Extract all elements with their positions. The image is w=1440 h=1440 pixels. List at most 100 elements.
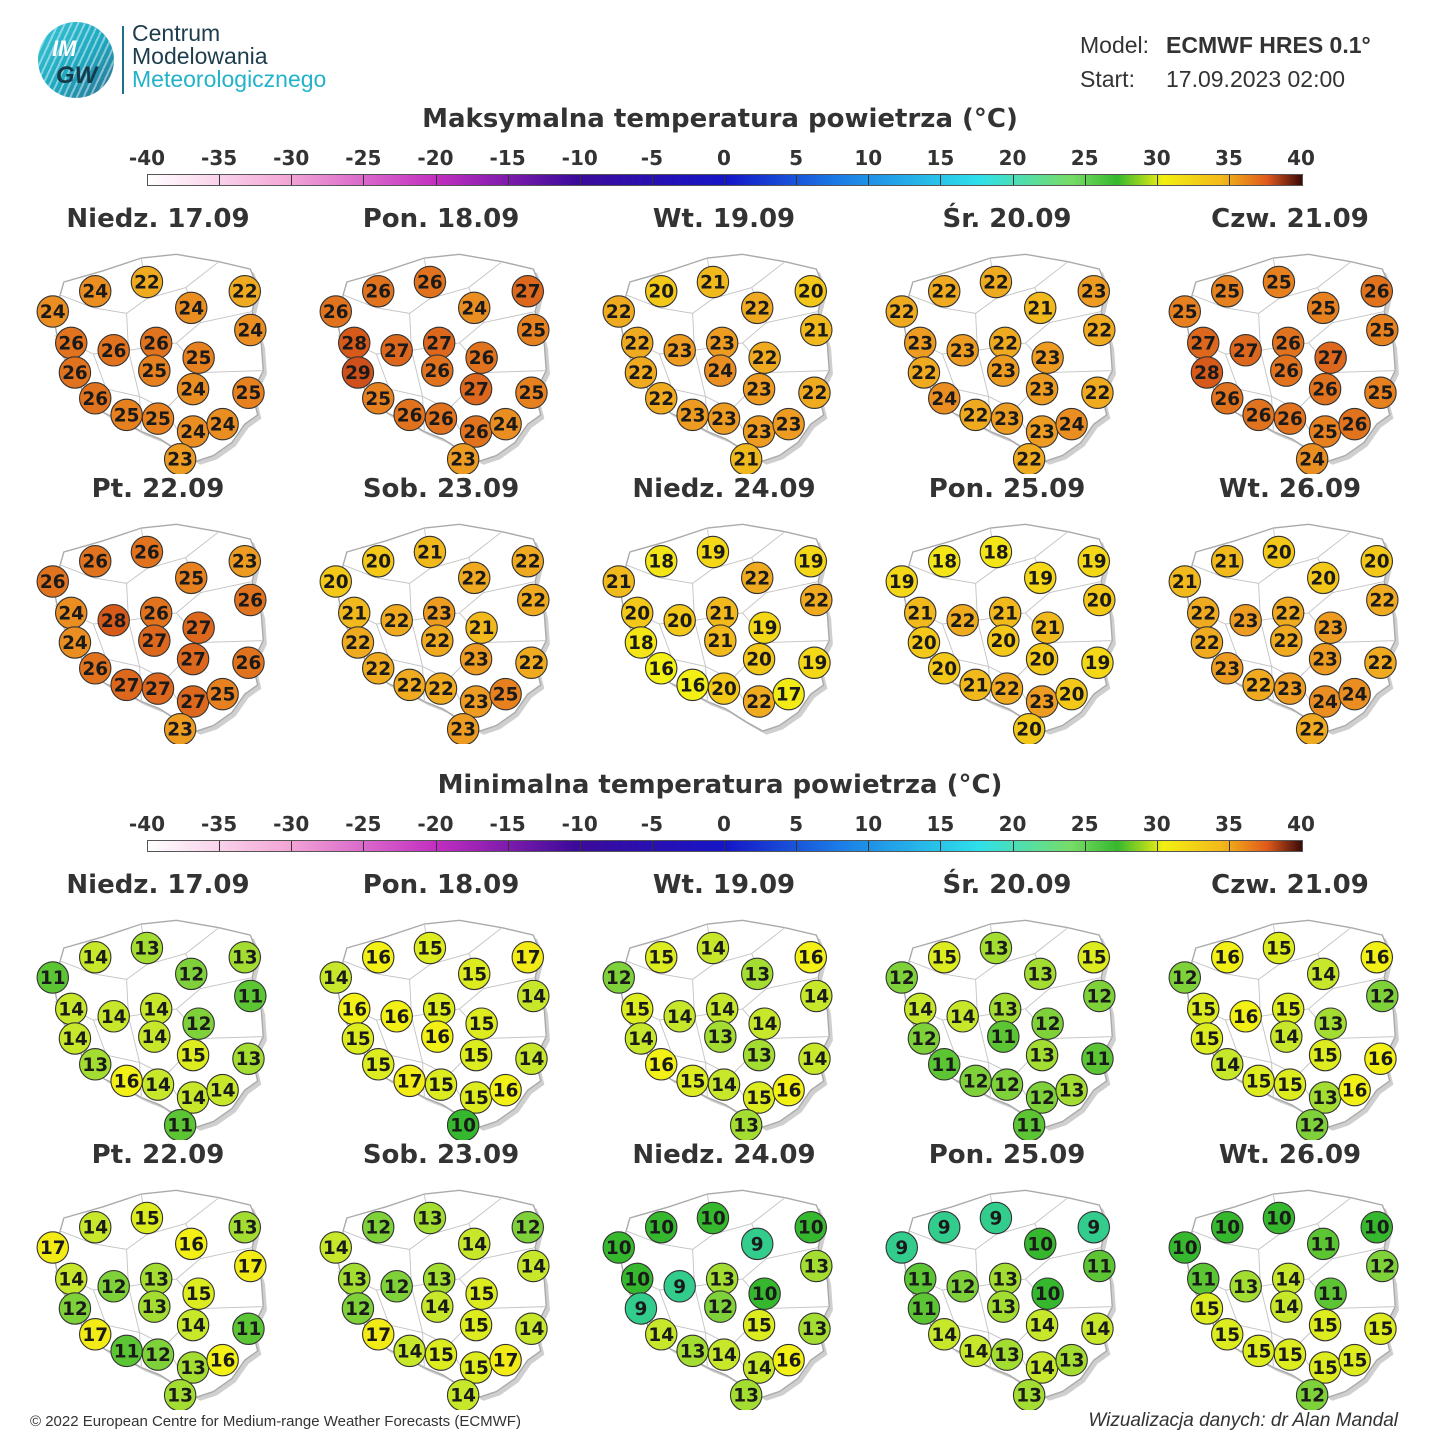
temperature-marker: 26 bbox=[421, 354, 454, 387]
temperature-value: 24 bbox=[178, 298, 204, 319]
temperature-value: 21 bbox=[707, 631, 733, 652]
temperature-marker: 11 bbox=[987, 1020, 1020, 1053]
region-border bbox=[712, 261, 786, 300]
temperature-marker: 20 bbox=[361, 544, 395, 578]
temperature-marker: 21 bbox=[465, 611, 498, 644]
temperature-marker: 18 bbox=[644, 544, 678, 578]
temperature-marker: 22 bbox=[1012, 442, 1046, 474]
temperature-value: 24 bbox=[62, 633, 88, 654]
temperature-value: 15 bbox=[134, 1208, 160, 1229]
temperature-value: 20 bbox=[1086, 590, 1112, 611]
temperature-marker: 13 bbox=[1314, 1007, 1347, 1040]
temperature-value: 16 bbox=[178, 1234, 204, 1255]
temperature-value: 20 bbox=[798, 282, 824, 303]
temperature-value: 27 bbox=[180, 650, 206, 671]
logo-text: Centrum Modelowania Meteorologicznego bbox=[132, 22, 326, 91]
temperature-value: 14 bbox=[628, 1029, 654, 1050]
temperature-value: 13 bbox=[994, 1345, 1020, 1366]
day-title: Niedz. 17.09 bbox=[66, 204, 250, 234]
temperature-value: 14 bbox=[82, 948, 108, 969]
temperature-value: 13 bbox=[141, 1297, 167, 1318]
temperature-marker: 11 bbox=[1081, 1042, 1114, 1076]
temperature-value: 22 bbox=[365, 659, 391, 680]
temperature-value: 22 bbox=[624, 333, 650, 354]
temperature-value: 22 bbox=[803, 590, 829, 611]
temperature-value: 25 bbox=[365, 389, 391, 410]
temperature-value: 19 bbox=[752, 618, 778, 639]
temperature-marker: 19 bbox=[748, 611, 781, 644]
temperature-value: 13 bbox=[232, 948, 258, 969]
temperature-marker: 26 bbox=[78, 652, 112, 685]
start-value: 17.09.2023 02:00 bbox=[1166, 66, 1346, 92]
day-title: Wt. 19.09 bbox=[652, 870, 796, 900]
temperature-marker: 16 bbox=[337, 992, 371, 1026]
temperature-marker: 13 bbox=[1308, 1081, 1342, 1114]
temperature-marker: 23 bbox=[459, 685, 493, 718]
temperature-marker: 16 bbox=[676, 668, 709, 702]
temperature-marker: 27 bbox=[1186, 326, 1220, 360]
temperature-marker: 14 bbox=[624, 1022, 658, 1055]
temperature-marker: 15 bbox=[341, 1022, 375, 1055]
temperature-value: 22 bbox=[1299, 720, 1325, 741]
region-border bbox=[429, 1197, 503, 1236]
temperature-value: 15 bbox=[1194, 1299, 1220, 1320]
temperature-marker: 13 bbox=[742, 1038, 776, 1072]
temperature-marker: 16 bbox=[794, 940, 828, 974]
temperature-marker: 26 bbox=[319, 295, 353, 328]
temperature-marker: 22 bbox=[380, 604, 413, 637]
temperature-marker: 28 bbox=[1190, 356, 1224, 389]
temperature-marker: 21 bbox=[337, 596, 371, 630]
temperature-value: 14 bbox=[907, 999, 933, 1020]
scale-tick-label: -20 bbox=[417, 812, 454, 836]
temperature-value: 15 bbox=[648, 948, 674, 969]
temperature-value: 22 bbox=[520, 590, 546, 611]
header: IM GW Centrum Modelowania Meteorologiczn… bbox=[0, 0, 1440, 110]
temperature-value: 13 bbox=[709, 1269, 735, 1290]
temperature-value: 15 bbox=[746, 1316, 772, 1337]
temperature-value: 24 bbox=[707, 361, 733, 382]
temperature-value: 22 bbox=[515, 552, 541, 573]
scale-tick-label: -40 bbox=[128, 812, 166, 836]
temperature-value: 14 bbox=[802, 1049, 828, 1070]
temperature-marker: 25 bbox=[138, 354, 171, 387]
temperature-marker: 14 bbox=[515, 1312, 548, 1346]
temperature-marker: 15 bbox=[1308, 1038, 1342, 1072]
temperature-marker: 24 bbox=[174, 291, 208, 325]
temperature-marker: 27 bbox=[1229, 334, 1262, 367]
temperature-value: 23 bbox=[776, 415, 802, 436]
temperature-marker: 26 bbox=[1270, 354, 1303, 387]
temperature-value: 11 bbox=[237, 986, 263, 1007]
temperature-value: 16 bbox=[1233, 1007, 1259, 1028]
temperature-marker: 13 bbox=[228, 1210, 262, 1244]
temperature-value: 12 bbox=[889, 968, 915, 989]
temperature-value: 11 bbox=[40, 968, 66, 989]
region-border bbox=[146, 531, 220, 570]
temperature-value: 12 bbox=[1299, 1386, 1325, 1407]
temperature-marker: 10 bbox=[602, 1231, 636, 1264]
temperature-marker: 15 bbox=[1273, 1068, 1307, 1101]
temperature-value: 22 bbox=[1085, 383, 1111, 404]
temperature-value: 14 bbox=[1029, 1358, 1055, 1379]
temperature-marker: 11 bbox=[232, 1312, 265, 1346]
temperature-marker: 12 bbox=[511, 1210, 545, 1244]
temperature-value: 26 bbox=[1342, 415, 1368, 436]
temperature-value: 16 bbox=[776, 1351, 802, 1372]
temperature-value: 23 bbox=[1312, 650, 1338, 671]
temperature-marker: 16 bbox=[421, 1020, 454, 1053]
region-border bbox=[429, 261, 503, 300]
temperature-marker: 20 bbox=[1360, 544, 1394, 578]
temperature-marker: 26 bbox=[393, 398, 426, 432]
temperature-marker: 13 bbox=[422, 1262, 456, 1296]
temperature-marker: 26 bbox=[465, 341, 498, 374]
temperature-marker: 22 bbox=[907, 356, 941, 389]
temperature-value: 26 bbox=[82, 389, 108, 410]
temperature-marker: 29 bbox=[341, 356, 375, 389]
scale-tick-label: 40 bbox=[1287, 812, 1315, 836]
temperature-value: 15 bbox=[428, 1345, 454, 1366]
temperature-value: 12 bbox=[384, 1277, 410, 1298]
temperature-value: 23 bbox=[232, 552, 258, 573]
temperature-value: 22 bbox=[802, 383, 828, 404]
temperature-marker: 15 bbox=[1242, 1064, 1275, 1098]
temperature-marker: 12 bbox=[341, 1292, 375, 1325]
max-panel-title: Maksymalna temperatura powietrza (°C) bbox=[422, 104, 1018, 134]
